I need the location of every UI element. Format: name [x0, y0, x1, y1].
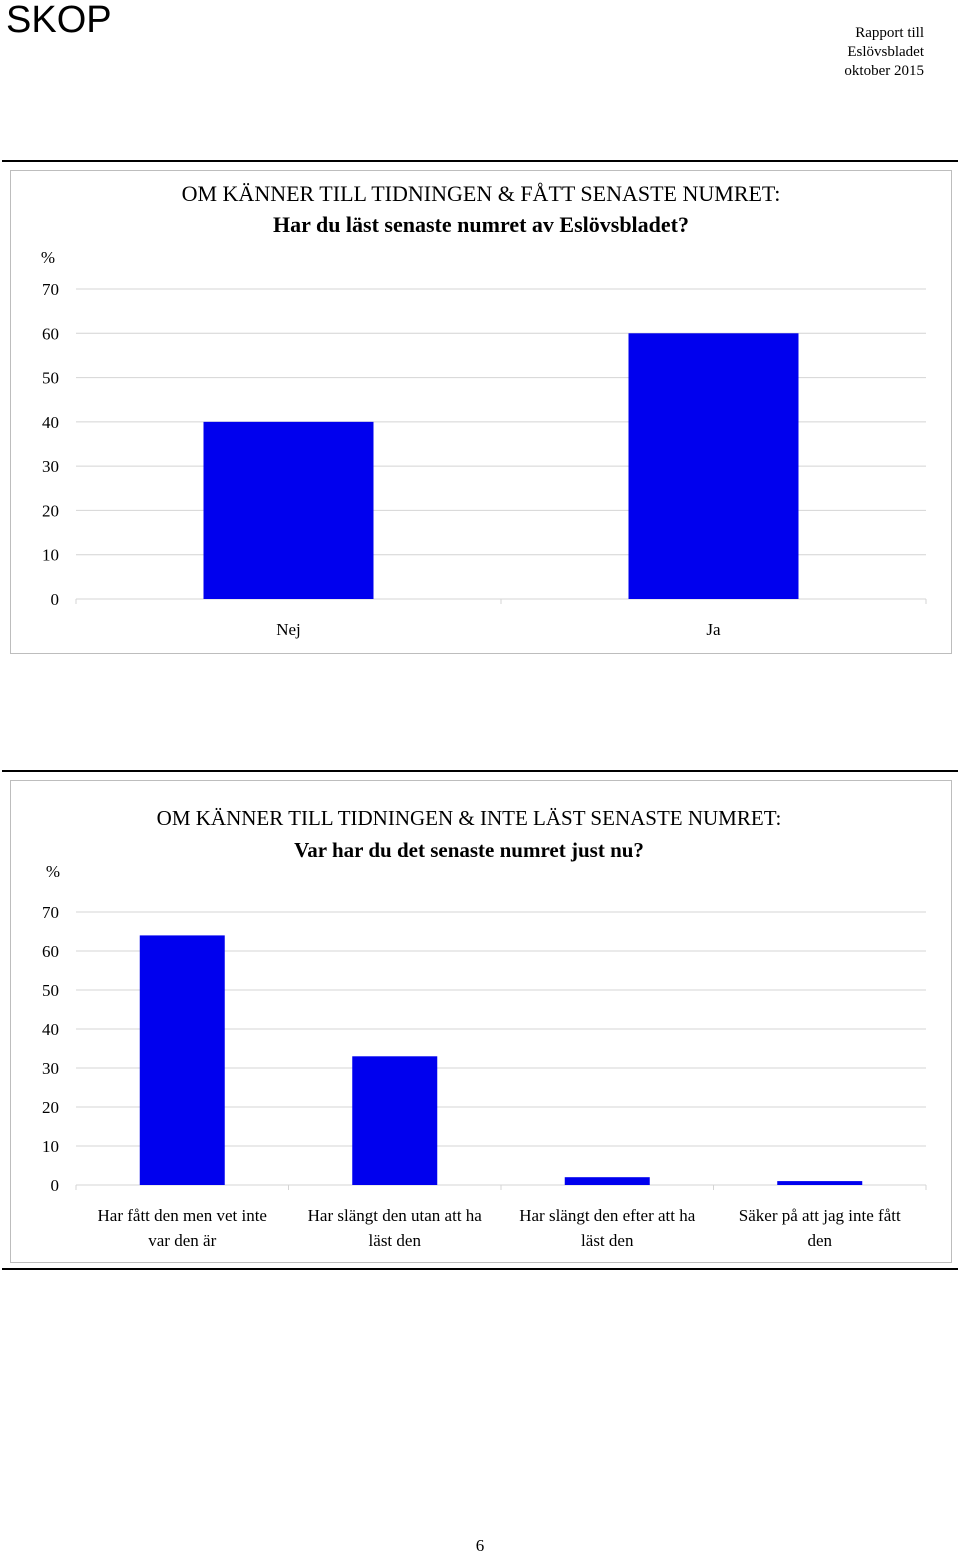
chart-2-subtitle: Var har du det senaste numret just nu? — [294, 838, 644, 862]
chart-1-y-tick-label: 10 — [42, 546, 59, 565]
report-line-publication: Eslövsbladet — [847, 44, 924, 60]
chart-1-bar — [628, 333, 799, 599]
chart-2-y-tick-label: 60 — [42, 942, 59, 961]
chart-2-y-tick-label: 40 — [42, 1020, 59, 1039]
chart-2-bar — [352, 1056, 438, 1185]
chart-2-bar — [564, 1177, 650, 1185]
chart-1-title: OM KÄNNER TILL TIDNINGEN & FÅTT SENASTE … — [182, 181, 781, 206]
chart-1-y-tick-label: 30 — [42, 457, 59, 476]
chart-2-y-tick-label: 20 — [42, 1098, 59, 1117]
chart-2-title: OM KÄNNER TILL TIDNINGEN & INTE LÄST SEN… — [157, 806, 782, 830]
chart-2-y-tick-label: 10 — [42, 1137, 59, 1156]
chart-1-y-tick-label: 20 — [42, 501, 59, 520]
chart-1-category-label: Ja — [706, 620, 721, 639]
chart-1-y-tick-label: 70 — [42, 280, 59, 299]
chart-2-bottom-rule — [2, 1268, 958, 1270]
chart-1-y-tick-label: 60 — [42, 324, 59, 343]
chart-2-y-tick-label: 0 — [51, 1176, 60, 1195]
chart-1-subtitle: Har du läst senaste numret av Eslövsblad… — [273, 212, 689, 237]
chart-2-category-label: Har slängt den utan att ha läst den — [308, 1206, 483, 1250]
chart-2-category-label: Har slängt den efter att ha läst den — [519, 1206, 696, 1250]
chart-1-frame: OM KÄNNER TILL TIDNINGEN & FÅTT SENASTE … — [10, 170, 952, 654]
chart-2-category-label: Säker på att jag inte fått den — [739, 1206, 901, 1250]
chart-1-y-tick-label: 50 — [42, 369, 59, 388]
chart-1-y-tick-label: 40 — [42, 413, 59, 432]
chart-1-top-rule — [2, 160, 958, 162]
chart-1-y-tick-label: 0 — [51, 590, 60, 609]
chart-2-y-tick-label: 70 — [42, 903, 59, 922]
report-line-date: oktober 2015 — [844, 63, 924, 79]
chart-2-y-tick-label: 50 — [42, 981, 59, 1000]
chart-1-bar — [203, 421, 374, 599]
report-info: Rapport till Eslövsbladet oktober 2015 — [724, 24, 924, 81]
chart-2-top-rule — [2, 770, 958, 772]
chart-1-y-axis-label: % — [41, 248, 55, 267]
chart-2-y-tick-label: 30 — [42, 1059, 59, 1078]
chart-2-bar — [139, 935, 225, 1185]
chart-2-frame: OM KÄNNER TILL TIDNINGEN & INTE LÄST SEN… — [10, 780, 952, 1263]
report-line-recipient-label: Rapport till — [855, 25, 924, 41]
logo: SKOP — [6, 0, 112, 41]
chart-2-bar — [777, 1181, 863, 1185]
chart-1-category-label: Nej — [276, 620, 301, 639]
chart-2: OM KÄNNER TILL TIDNINGEN & INTE LÄST SEN… — [42, 806, 927, 1250]
page-number: 6 — [475, 1536, 485, 1555]
chart-2-category-label: Har fått den men vet inte var den är — [98, 1206, 267, 1250]
chart-2-y-axis-label: % — [46, 862, 60, 881]
chart-1: OM KÄNNER TILL TIDNINGEN & FÅTT SENASTE … — [41, 181, 927, 639]
